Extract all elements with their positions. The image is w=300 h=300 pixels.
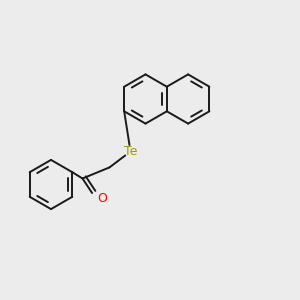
Text: O: O bbox=[97, 191, 107, 205]
Text: Te: Te bbox=[124, 145, 137, 158]
